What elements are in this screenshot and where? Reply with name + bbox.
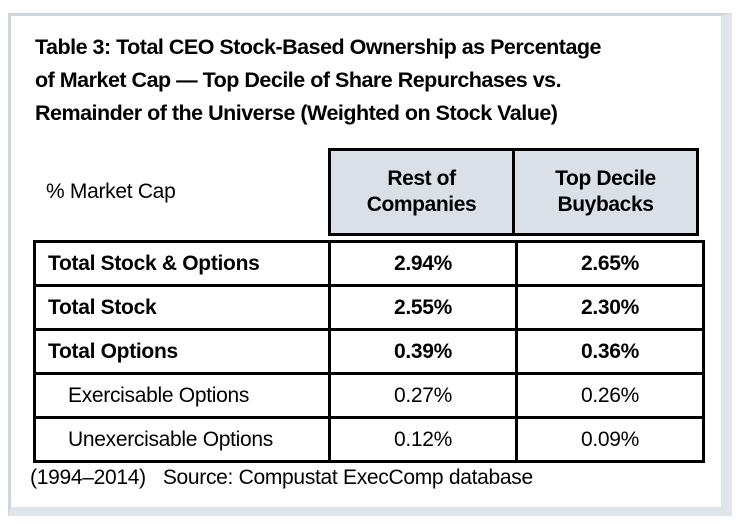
value-cell: 2.30% (515, 284, 705, 331)
column-header-rest-of-companies: Rest of Companies (328, 148, 515, 236)
row-label: Total Stock & Options (33, 240, 331, 287)
value-cell: 0.27% (328, 372, 518, 419)
source-note: Source: Compustat ExecComp database (162, 466, 533, 489)
value-cell: 0.12% (328, 416, 518, 463)
ownership-table-body: Total Stock & Options 2.94% 2.65% Total … (33, 240, 705, 463)
table-row: Exercisable Options 0.27% 0.26% (33, 372, 705, 419)
row-label: Exercisable Options (33, 372, 331, 419)
table-row: Total Options 0.39% 0.36% (33, 328, 705, 375)
table-row: Total Stock 2.55% 2.30% (33, 284, 705, 331)
column-header-line: Companies (366, 193, 477, 216)
table-card: Table 3: Total CEO Stock-Based Ownership… (8, 13, 732, 516)
value-cell: 0.36% (515, 328, 705, 375)
column-header-top-decile-buybacks: Top Decile Buybacks (512, 148, 699, 236)
value-cell: 2.55% (328, 284, 518, 331)
table-row: Unexercisable Options 0.12% 0.09% (33, 416, 705, 463)
table-title-line-2: of Market Cap — Top Decile of Share Repu… (35, 68, 562, 92)
column-header-line: Rest of (387, 167, 456, 190)
table-header-row: % Market Cap Rest of Companies Top Decil… (33, 148, 699, 236)
row-label: Total Options (33, 328, 331, 375)
table-title-line-3: Remainder of the Universe (Weighted on S… (35, 101, 558, 125)
table-title: Table 3: Total CEO Stock-Based Ownership… (35, 31, 602, 130)
table-card-content: Table 3: Total CEO Stock-Based Ownership… (11, 16, 721, 507)
column-header-line: Buybacks (557, 193, 654, 216)
row-label: Unexercisable Options (33, 416, 331, 463)
value-cell: 2.65% (515, 240, 705, 287)
column-header-line: Top Decile (555, 167, 656, 190)
value-cell: 2.94% (328, 240, 518, 287)
row-dimension-label: % Market Cap (46, 180, 176, 203)
table-row: Total Stock & Options 2.94% 2.65% (33, 240, 705, 287)
table-footnote: (1994–2014) Source: Compustat ExecComp da… (30, 466, 533, 490)
table-title-line-1: Table 3: Total CEO Stock-Based Ownership… (35, 35, 602, 59)
row-label: Total Stock (33, 284, 331, 331)
period-note: (1994–2014) (30, 466, 146, 489)
value-cell: 0.39% (328, 328, 518, 375)
value-cell: 0.26% (515, 372, 705, 419)
value-cell: 0.09% (515, 416, 705, 463)
